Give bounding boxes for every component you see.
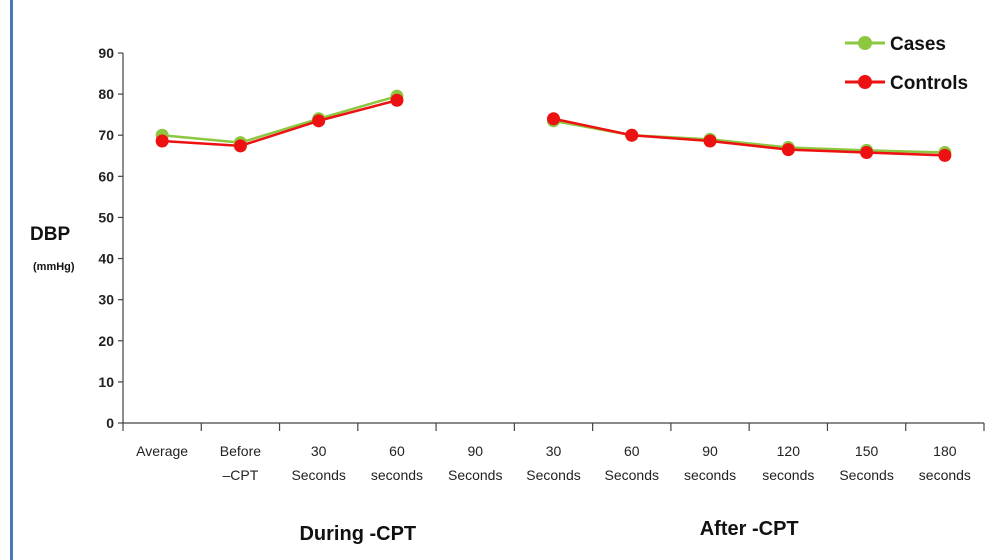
- legend-cases-label: Cases: [890, 34, 946, 55]
- x-tick-label: 90 seconds: [684, 443, 736, 483]
- data-point-controls: [547, 112, 560, 126]
- data-point-controls: [781, 143, 795, 157]
- legend-controls-label: Controls: [890, 73, 968, 94]
- data-point-controls: [155, 134, 169, 148]
- x-tick-label: Average: [136, 443, 188, 459]
- data-point-controls: [233, 139, 247, 153]
- y-tick-label: 30: [98, 292, 114, 308]
- data-point-controls: [625, 128, 639, 142]
- legend-cases-marker: [858, 36, 872, 50]
- y-ticks: 0 10 20 30 40 50 60 70 80 90: [98, 45, 123, 431]
- x-tick-label: 30 Seconds: [291, 443, 345, 483]
- series-cases-line: [162, 94, 398, 144]
- y-tick-label: 10: [98, 374, 114, 390]
- y-axis-title: DBP: [30, 224, 70, 245]
- series-controls-line: [162, 99, 398, 148]
- y-tick-label: 50: [98, 209, 114, 225]
- series-layer: [155, 89, 952, 162]
- y-tick-label: 20: [98, 333, 114, 349]
- group-label-during-cpt: During -CPT: [299, 523, 416, 545]
- y-tick-label: 80: [98, 86, 114, 102]
- y-tick-label: 60: [98, 168, 114, 184]
- left-border-line: [10, 0, 13, 560]
- x-tick-label: 90 Seconds: [448, 443, 502, 483]
- x-tick-label: 30 Seconds: [526, 443, 580, 483]
- y-tick-label: 70: [98, 127, 114, 143]
- data-point-controls: [390, 93, 404, 107]
- data-point-controls: [938, 148, 952, 162]
- x-tick-label: 180 seconds: [919, 443, 971, 483]
- series-cases-line: [553, 119, 945, 154]
- x-tick-label: 120 seconds: [762, 443, 814, 483]
- x-ticks: Average Before –CPT 30 Seconds 60 seconds 90 Sec…: [122, 423, 985, 483]
- x-tick-label: Before –CPT: [220, 443, 261, 483]
- series-controls: [155, 93, 952, 162]
- data-point-controls: [860, 145, 874, 159]
- chart-legend: Cases Controls: [845, 34, 968, 94]
- y-tick-label: 0: [106, 415, 114, 431]
- x-tick-label: 60 Seconds: [605, 443, 659, 483]
- x-tick-label: 150 Seconds: [839, 443, 893, 483]
- legend-controls-marker: [858, 75, 872, 89]
- y-axis-unit: (mmHg): [33, 261, 75, 273]
- group-label-after-cpt: After -CPT: [700, 518, 799, 540]
- data-point-controls: [703, 134, 717, 148]
- chart-axes: [122, 53, 984, 424]
- y-tick-label: 40: [98, 251, 114, 267]
- y-tick-label: 90: [98, 45, 114, 61]
- data-point-controls: [312, 114, 326, 128]
- x-tick-label: 60 seconds: [371, 443, 423, 483]
- series-controls-line: [553, 117, 945, 157]
